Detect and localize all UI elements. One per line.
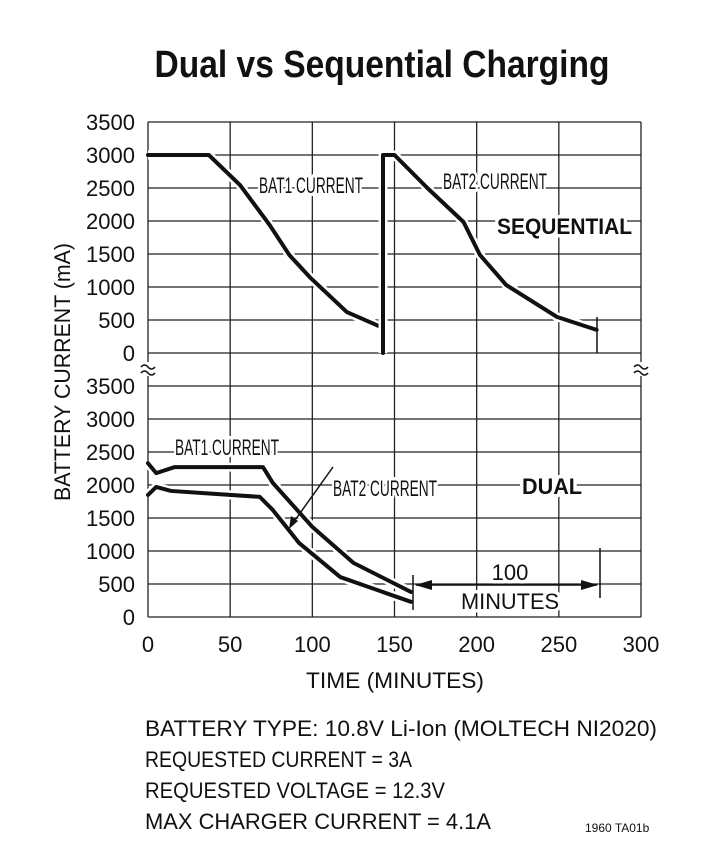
sequential-label: SEQUENTIAL bbox=[497, 214, 632, 239]
y-tick-label: 500 bbox=[98, 572, 135, 597]
interval-value: 100 bbox=[492, 560, 529, 585]
x-axis-label: TIME (MINUTES) bbox=[306, 668, 484, 693]
tick-labels: 0 50 100 150 200 250 3000500100015002000250030… bbox=[86, 110, 659, 657]
dual-bat2-label: BAT2 CURRENT bbox=[333, 476, 437, 501]
interval-arrowhead-right bbox=[581, 580, 598, 590]
figure-id: 1960 TA01b bbox=[585, 821, 650, 835]
y-tick-label: 0 bbox=[123, 341, 135, 366]
bat2-pointer-arrowhead bbox=[289, 516, 298, 529]
y-tick-label: 1000 bbox=[86, 275, 135, 300]
chart-title: Dual vs Sequential Charging bbox=[155, 44, 610, 86]
y-tick-label: 1500 bbox=[86, 242, 135, 267]
y-tick-label: 2000 bbox=[86, 209, 135, 234]
seq-bat2-label: BAT2 CURRENT bbox=[443, 169, 547, 194]
interval-arrowhead-left bbox=[415, 580, 432, 590]
x-tick-label: 250 bbox=[540, 632, 577, 657]
axis-break-icon bbox=[633, 364, 649, 376]
y-tick-label: 3500 bbox=[86, 110, 135, 135]
grid bbox=[147, 121, 642, 618]
x-tick-label: 300 bbox=[623, 632, 660, 657]
note-battery-type: BATTERY TYPE: 10.8V Li-Ion (MOLTECH NI20… bbox=[145, 716, 657, 741]
x-tick-label: 50 bbox=[218, 632, 242, 657]
series-line-sequential-bat1 bbox=[146, 153, 385, 330]
x-tick-label: 150 bbox=[376, 632, 413, 657]
y-axis-label: BATTERY CURRENT (mA) bbox=[50, 243, 75, 501]
x-tick-label: 100 bbox=[294, 632, 331, 657]
series-line-dual-bat2 bbox=[146, 484, 413, 604]
y-tick-label: 3000 bbox=[86, 407, 135, 432]
note-max-charger-current: MAX CHARGER CURRENT = 4.1A bbox=[145, 809, 491, 834]
note-requested-current: REQUESTED CURRENT = 3A bbox=[145, 747, 412, 772]
series-line-sequential-bat2 bbox=[380, 153, 599, 355]
y-tick-label: 2500 bbox=[86, 176, 135, 201]
y-tick-label: 3000 bbox=[86, 143, 135, 168]
y-tick-label: 1500 bbox=[86, 506, 135, 531]
interval-unit: MINUTES bbox=[461, 589, 559, 614]
y-tick-label: 2500 bbox=[86, 440, 135, 465]
dual-label: DUAL bbox=[522, 474, 582, 499]
dual-bat1-label: BAT1 CURRENT bbox=[175, 435, 279, 460]
series-line-dual-bat1 bbox=[146, 461, 413, 594]
y-tick-label: 500 bbox=[98, 308, 135, 333]
x-tick-label: 0 bbox=[142, 632, 154, 657]
axis-break-icon bbox=[140, 364, 156, 376]
seq-bat1-label: BAT1 CURRENT bbox=[259, 173, 363, 198]
bat2-pointer-arrow bbox=[292, 466, 334, 524]
curves bbox=[144, 150, 599, 607]
note-requested-voltage: REQUESTED VOLTAGE = 12.3V bbox=[145, 778, 445, 803]
x-tick-label: 200 bbox=[458, 632, 495, 657]
y-tick-label: 1000 bbox=[86, 539, 135, 564]
y-tick-label: 3500 bbox=[86, 374, 135, 399]
y-tick-label: 0 bbox=[123, 605, 135, 630]
y-tick-label: 2000 bbox=[86, 473, 135, 498]
